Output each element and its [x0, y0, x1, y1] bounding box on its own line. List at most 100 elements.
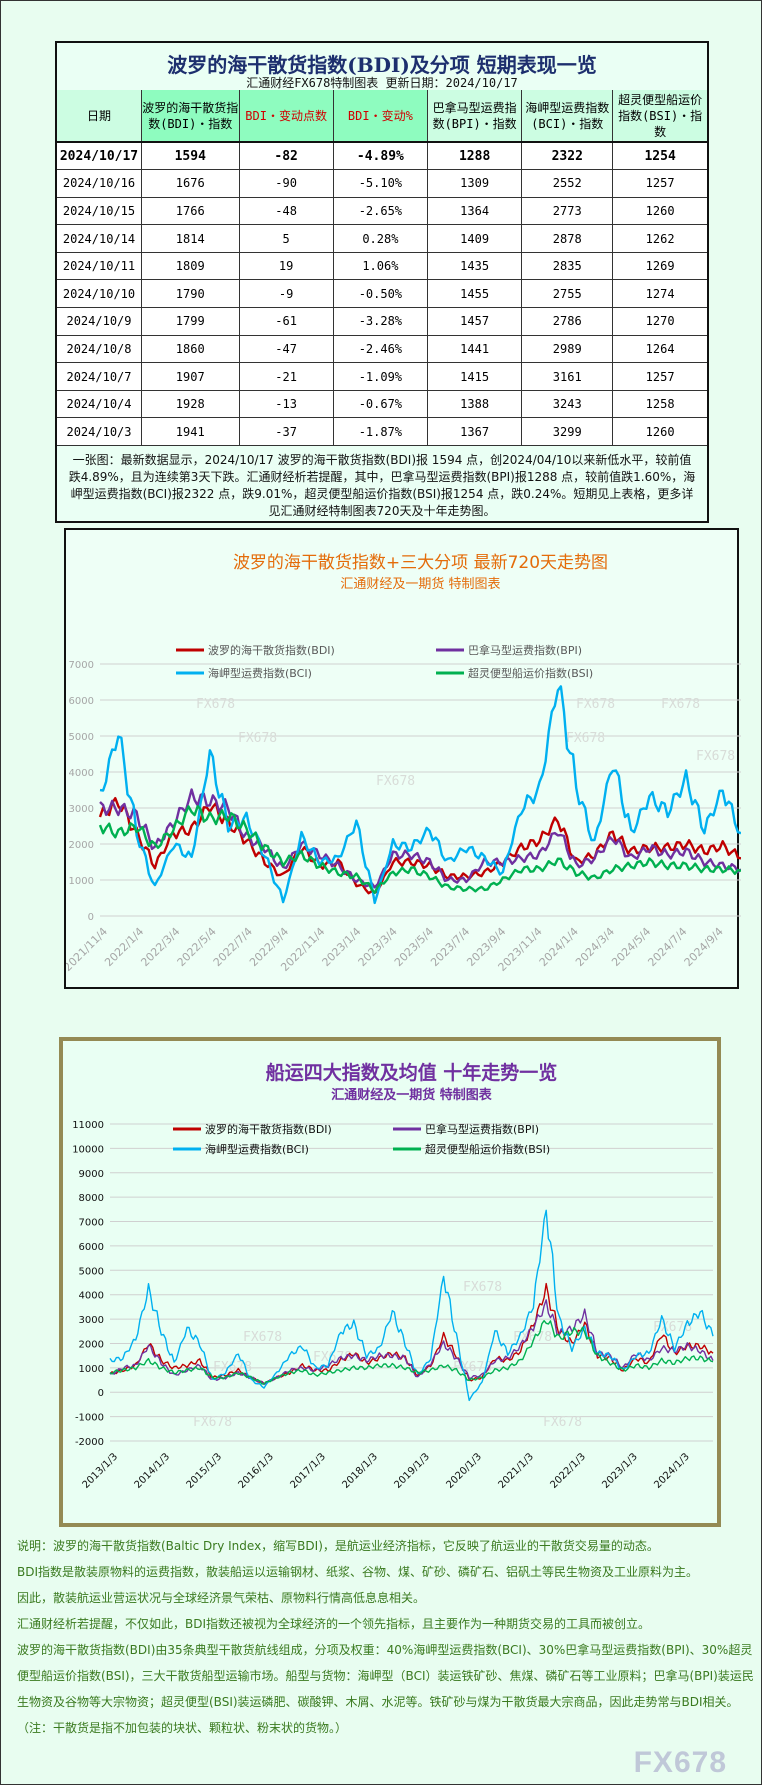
row-bdi-change-pct: -3.28%: [333, 307, 429, 336]
watermark: FX678: [543, 1415, 582, 1430]
chart-subtitle: 汇通财经及一期货 特制图表: [331, 1087, 493, 1103]
watermark: FX678: [463, 1280, 502, 1295]
y-tick-label: 5000: [79, 1266, 104, 1277]
watermark: FX678: [196, 697, 235, 712]
y-tick-label: 0: [98, 1388, 104, 1399]
row-bdi: 1928: [141, 390, 240, 419]
row-bdi-change: 5: [239, 224, 334, 253]
x-tick-label: 2019/1/3: [392, 1451, 432, 1491]
watermark: FX678: [566, 731, 605, 746]
row-bpi: 1288: [427, 142, 523, 171]
row-bdi-change-pct: -1.87%: [333, 417, 429, 447]
table-row: 2024/10/9 1799 -61 -3.28% 1457 2786 1270: [57, 307, 707, 336]
x-tick-label: 2018/1/3: [340, 1451, 380, 1491]
table-row: 2024/10/7 1907 -21 -1.09% 1415 3161 1257: [57, 362, 707, 391]
fx678-logo: FX678: [633, 1746, 727, 1779]
row-bdi-change-pct: -4.89%: [333, 142, 429, 171]
row-date: 2024/10/11: [57, 252, 142, 281]
x-tick-label: 2022/1/3: [548, 1451, 588, 1491]
table-subtitle: 汇通财经FX678特制图表 更新日期：2024/10/17: [246, 76, 518, 90]
series-line-bdi: [109, 1282, 714, 1385]
legend-label: 海岬型运费指数(BCI): [208, 666, 312, 680]
table-row: 2024/10/10 1790 -9 -0.50% 1455 2755 1274: [57, 279, 707, 309]
series-line-bci: [109, 1209, 714, 1402]
row-bdi-change: -61: [239, 307, 334, 336]
row-date: 2024/10/15: [57, 197, 142, 226]
row-bci: 2552: [521, 169, 614, 198]
row-bdi-change-pct: -0.67%: [333, 390, 429, 419]
watermark: FX678: [238, 731, 277, 746]
y-tick-label: 11000: [72, 1120, 104, 1131]
description: 说明：波罗的海干散货指数(Baltic Dry Index，缩写BDI)，是航运…: [17, 1533, 757, 1741]
legend-label: 海岬型运费指数(BCI): [205, 1142, 309, 1156]
row-bdi-change: -82: [239, 142, 334, 171]
description-line: 汇通财经析若提醒，不仅如此，BDI指数还被视为全球经济的一个领先指标，且主要作为…: [17, 1617, 651, 1631]
x-tick-label: 2023/1/3: [600, 1451, 640, 1491]
summary-note: 一张图：最新数据显示，2024/10/17 波罗的海干散货指数(BDI)报 15…: [68, 453, 696, 519]
legend-label: 巴拿马型运费指数(BPI): [468, 643, 582, 657]
y-tick-label: 4000: [69, 768, 94, 779]
y-tick-label: 2000: [79, 1339, 104, 1350]
row-bsi: 1257: [612, 169, 707, 198]
row-bpi: 1457: [427, 307, 523, 336]
x-tick-label: 2020/1/3: [444, 1451, 484, 1491]
row-bdi-change: -9: [239, 279, 334, 309]
row-date: 2024/10/7: [57, 362, 142, 391]
row-bdi-change-pct: -1.09%: [333, 362, 429, 391]
row-bpi: 1441: [427, 335, 523, 364]
x-tick-label: 2014/1/3: [133, 1451, 173, 1491]
row-bsi: 1260: [612, 417, 707, 447]
y-tick-label: 0: [88, 912, 94, 923]
y-tick-label: 8000: [79, 1193, 104, 1204]
row-bdi-change-pct: -0.50%: [333, 279, 429, 309]
watermark: FX678: [696, 749, 735, 764]
row-bsi: 1258: [612, 390, 707, 419]
table-row: 2024/10/3 1941 -37 -1.87% 1367 3299 1260: [57, 417, 707, 447]
chart-subtitle: 汇通财经及一期货 特制图表: [340, 576, 500, 592]
table-row: 2024/10/4 1928 -13 -0.67% 1388 3243 1258: [57, 390, 707, 419]
row-bsi: 1260: [612, 197, 707, 226]
row-date: 2024/10/8: [57, 335, 142, 364]
table-row: 2024/10/15 1766 -48 -2.65% 1364 2773 1260: [57, 197, 707, 226]
chart-title: 波罗的海干散货指数+三大分项 最新720天走势图: [233, 553, 608, 573]
col-header-bdi-change-pct: BDI・变动%: [333, 90, 429, 143]
legend-label: 波罗的海干散货指数(BDI): [208, 643, 335, 657]
row-bci: 2773: [521, 197, 614, 226]
watermark: FX678: [313, 1350, 352, 1365]
row-bdi: 1790: [141, 279, 240, 309]
legend-label: 波罗的海干散货指数(BDI): [205, 1122, 332, 1136]
row-bpi: 1367: [427, 417, 523, 447]
row-bci: 2786: [521, 307, 614, 336]
row-bdi: 1814: [141, 224, 240, 253]
row-bsi: 1257: [612, 362, 707, 391]
y-tick-label: 7000: [69, 660, 94, 671]
col-header-date: 日期: [57, 90, 142, 143]
row-bdi-change: -90: [239, 169, 334, 198]
col-header-bpi: 巴拿马型运费指数(BPI)・指数: [427, 90, 523, 143]
chart-ten-year: 船运四大指数及均值 十年走势一览 汇通财经及一期货 特制图表 -2000 -1000 0…: [59, 1037, 721, 1527]
row-bci: 3243: [521, 390, 614, 419]
legend-label: 超灵便型船运价指数(BSI): [468, 666, 593, 680]
row-bsi: 1264: [612, 335, 707, 364]
row-bsi: 1270: [612, 307, 707, 336]
y-tick-label: 6000: [79, 1242, 104, 1253]
row-bci: 2989: [521, 335, 614, 364]
table-row: 2024/10/14 1814 5 0.28% 1409 2878 1262: [57, 224, 707, 253]
row-bpi: 1364: [427, 197, 523, 226]
table-title: 波罗的海干散货指数(BDI)及分项 短期表现一览: [167, 53, 597, 77]
row-bdi: 1676: [141, 169, 240, 198]
row-bdi: 1907: [141, 362, 240, 391]
col-header-bdi: 波罗的海干散货指数(BDI)・指数: [141, 90, 240, 143]
y-tick-label: -2000: [75, 1437, 104, 1448]
row-bdi: 1860: [141, 335, 240, 364]
y-tick-label: 10000: [72, 1144, 104, 1155]
row-bdi: 1809: [141, 252, 240, 281]
row-date: 2024/10/14: [57, 224, 142, 253]
row-bpi: 1409: [427, 224, 523, 253]
row-bci: 2878: [521, 224, 614, 253]
col-header-bsi: 超灵便型船运价指数(BSI)・指数: [612, 90, 707, 143]
series-line-bci: [99, 685, 741, 905]
y-tick-label: 4000: [79, 1291, 104, 1302]
row-bsi: 1262: [612, 224, 707, 253]
row-bdi: 1766: [141, 197, 240, 226]
